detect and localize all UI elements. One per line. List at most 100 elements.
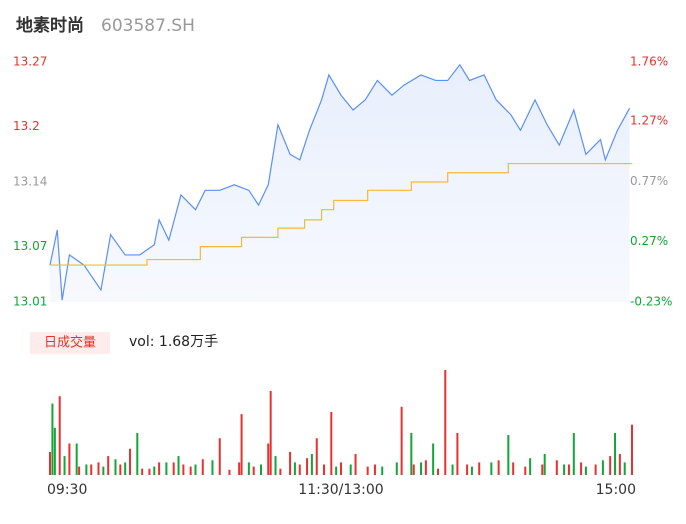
volume-bar (400, 406, 403, 475)
volume-bar (420, 462, 423, 475)
volume-bar (136, 433, 139, 475)
volume-bar (323, 464, 326, 475)
y-tick-label: 13.07 (13, 239, 47, 253)
volume-bar (529, 458, 532, 475)
volume-bar (432, 443, 435, 475)
volume-bar (366, 466, 369, 475)
volume-bar (119, 464, 122, 475)
volume-bar (247, 462, 250, 475)
volume-bar (90, 464, 93, 475)
volume-bar (310, 454, 313, 475)
stock-code: 603587.SH (101, 16, 195, 36)
volume-bar (543, 454, 546, 475)
volume-bar (373, 464, 376, 475)
volume-bar (49, 451, 51, 475)
volume-bar (165, 462, 168, 475)
x-tick-label: 15:00 (596, 482, 636, 498)
volume-bar (623, 462, 626, 475)
volume-bar (148, 468, 151, 475)
volume-bar (293, 462, 296, 475)
volume-bar (410, 433, 413, 475)
volume-bar (114, 459, 117, 475)
volume-bar (424, 460, 427, 475)
y-tick-label: 13.01 (13, 295, 47, 309)
legend-box (30, 332, 110, 354)
volume-title: 日成交量 (44, 335, 96, 351)
volume-bar (289, 451, 292, 475)
volume-bar (512, 462, 515, 475)
volume-bar (466, 464, 469, 475)
volume-bar (567, 464, 570, 475)
volume-bar (182, 464, 185, 475)
volume-bar (524, 466, 527, 475)
volume-bar (63, 456, 66, 475)
volume-bar (395, 462, 398, 475)
y-tick-label: 13.27 (13, 55, 47, 69)
volume-bar (218, 438, 221, 475)
volume-bar (252, 466, 255, 475)
volume-bar (141, 468, 144, 475)
volume-bar (267, 443, 270, 475)
volume-bar (75, 443, 78, 475)
volume-bar (381, 466, 384, 475)
average-line (50, 162, 632, 266)
volume-bar (269, 391, 272, 475)
volume-bar (306, 458, 309, 475)
volume-bar (444, 370, 447, 475)
volume-bar (354, 454, 357, 475)
volume-bar (572, 433, 575, 475)
y2-tick-label: 1.27% (630, 114, 668, 128)
volume-bar (129, 448, 132, 475)
volume-bar (153, 466, 156, 475)
x-tick-label: 11:30/13:00 (298, 482, 383, 498)
volume-bar (584, 466, 587, 475)
volume-bar (340, 462, 342, 475)
volume-bar (497, 460, 500, 475)
y-tick-label: 13.2 (13, 119, 40, 133)
volume-bar (614, 433, 617, 475)
volume-bar (437, 468, 439, 475)
volume-bar (274, 456, 277, 475)
volume-bar (601, 460, 604, 475)
volume-bar (58, 396, 61, 475)
y2-tick-label: -0.23% (630, 295, 672, 309)
price-area (50, 64, 630, 303)
volume-bar (315, 438, 318, 475)
volume-bar (189, 466, 192, 475)
volume-bar (97, 462, 100, 475)
volume-bar (412, 464, 415, 475)
volume-bar (107, 456, 110, 475)
volume-bar (124, 462, 127, 475)
y-tick-label: 13.14 (13, 175, 47, 189)
volume-bar (631, 424, 633, 475)
volume-bar (228, 469, 231, 475)
volume-bar (68, 443, 71, 475)
volume-bar (194, 464, 197, 475)
volume-bar (85, 464, 88, 475)
y2-tick-label: 0.77% (630, 174, 668, 188)
volume-bar (555, 460, 558, 475)
volume-bar (211, 460, 214, 475)
volume-bar (201, 459, 204, 475)
volume-bar (456, 433, 459, 475)
volume-bar (78, 466, 81, 475)
volume-bar (580, 462, 583, 475)
volume-bar (490, 462, 493, 475)
volume-bar (478, 462, 481, 475)
x-tick-label: 09:30 (47, 482, 87, 498)
volume-bar (541, 464, 544, 475)
volume-subtitle: vol: 1.68万手 (129, 334, 218, 350)
volume-bar (470, 466, 473, 475)
volume-bar (349, 464, 352, 475)
volume-bar (177, 456, 180, 475)
volume-bar (102, 466, 105, 475)
volume-bar (330, 412, 333, 475)
y2-tick-label: 1.76% (630, 55, 668, 69)
volume-bar (609, 456, 612, 475)
volume-bar (172, 462, 175, 475)
volume-bar (279, 468, 282, 475)
volume-bar (451, 464, 454, 475)
volume-bar (298, 464, 301, 475)
volume-bar (240, 414, 243, 475)
